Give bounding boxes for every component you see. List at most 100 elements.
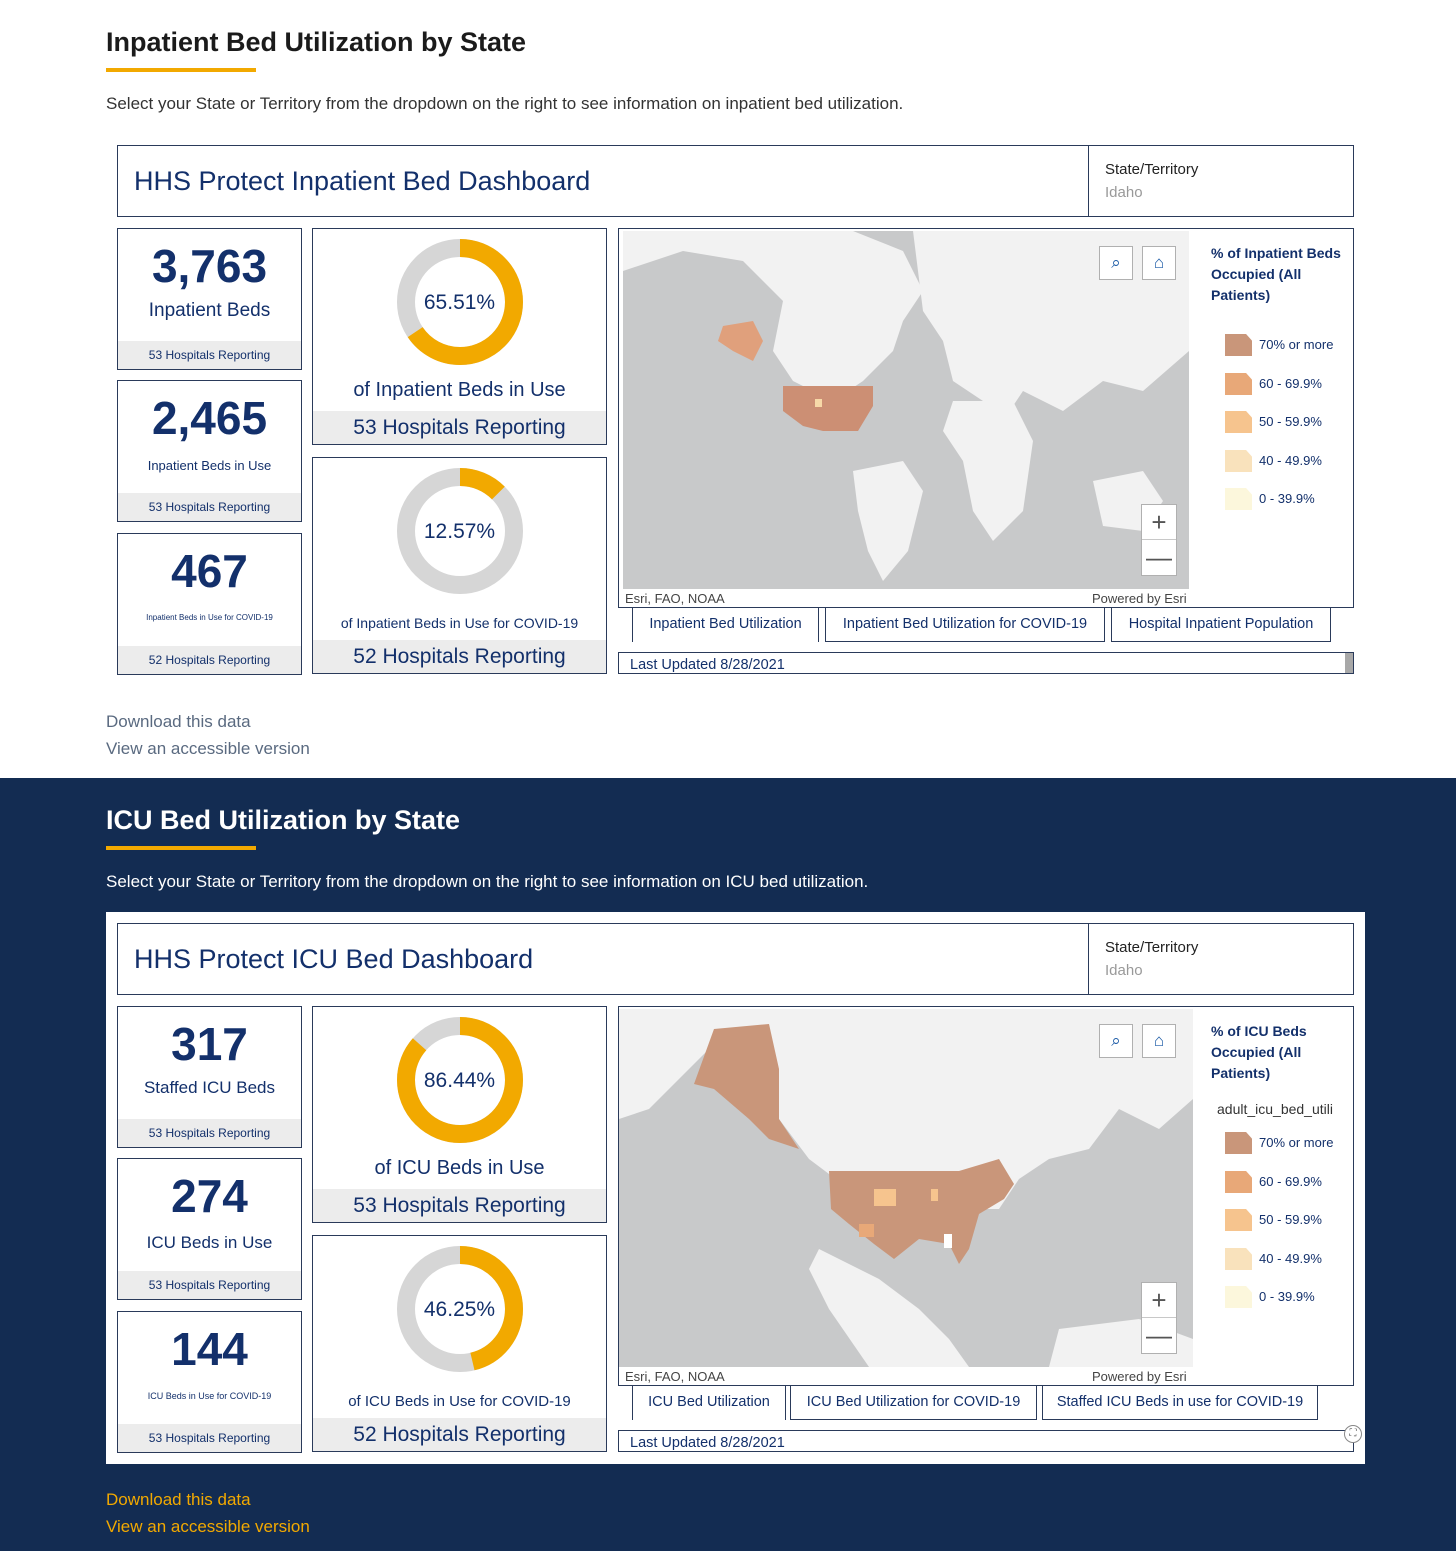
legend-label: 60 - 69.9%: [1259, 376, 1322, 391]
accessible-version-link[interactable]: View an accessible version: [106, 1517, 310, 1536]
stat-value: 467: [171, 545, 248, 597]
accessible-version-link[interactable]: View an accessible version: [106, 739, 310, 758]
donut-percent: 65.51%: [423, 291, 496, 314]
donut-label: of ICU Beds in Use for COVID-19: [348, 1393, 571, 1410]
section-intro: Select your State or Territory from the …: [106, 872, 869, 891]
legend-swatch: [1225, 373, 1252, 395]
stat-value: 144: [171, 1323, 248, 1375]
legend-swatch: [1225, 488, 1252, 510]
zoom-out-button[interactable]: —: [1146, 1320, 1172, 1350]
state-label: State/Territory: [1105, 161, 1199, 178]
donut-footer: 52 Hospitals Reporting: [313, 1418, 606, 1451]
zoom-in-button[interactable]: +: [1142, 505, 1176, 540]
stat-label: ICU Beds in Use for COVID-19: [147, 1391, 272, 1401]
scrollbar[interactable]: [1345, 653, 1353, 673]
divider: [1088, 146, 1089, 216]
legend-swatch: [1225, 450, 1252, 472]
donut-footer: 53 Hospitals Reporting: [313, 411, 606, 444]
state-dropdown[interactable]: Idaho: [1105, 184, 1143, 201]
section-title: Inpatient Bed Utilization by State: [106, 27, 527, 57]
legend-label: 70% or more: [1259, 337, 1334, 352]
legend-swatch: [1225, 1132, 1252, 1154]
dashboard-header: HHS Protect Inpatient Bed Dashboard Stat…: [117, 145, 1354, 217]
legend-label: 70% or more: [1259, 1135, 1334, 1150]
donut-footer: 52 Hospitals Reporting: [313, 640, 606, 673]
donut-percent: 12.57%: [423, 520, 496, 543]
data-links: Download this data View an accessible ve…: [106, 708, 310, 762]
icu-section: ICU Bed Utilization by State Select your…: [0, 778, 1456, 1551]
stat-value: 3,763: [151, 240, 268, 292]
dashboard-title: HHS Protect Inpatient Bed Dashboard: [134, 166, 591, 196]
map-credit: Esri, FAO, NOAA: [625, 591, 725, 606]
inpatient-section: Inpatient Bed Utilization by State Selec…: [106, 27, 1354, 762]
state-dropdown[interactable]: Idaho: [1105, 962, 1143, 979]
donut-card-beds-in-use: 65.51% of Inpatient Beds in Use 53 Hospi…: [312, 228, 607, 445]
tab-icu-covid[interactable]: ICU Bed Utilization for COVID-19: [790, 1385, 1037, 1420]
stat-footer: 53 Hospitals Reporting: [118, 1119, 301, 1147]
legend-field-name: adult_icu_bed_utili: [1217, 1101, 1333, 1117]
tab-staffed-icu-covid[interactable]: Staffed ICU Beds in use for COVID-19: [1042, 1385, 1318, 1420]
last-updated-text: Last Updated 8/28/2021: [630, 657, 785, 673]
legend-label: 40 - 49.9%: [1259, 1251, 1322, 1266]
donut-arc: [397, 1017, 523, 1143]
stat-label: Inpatient Beds: [148, 300, 271, 321]
donut-label: of Inpatient Beds in Use for COVID-19: [340, 615, 579, 631]
world-map[interactable]: [623, 231, 1189, 589]
home-icon[interactable]: ⌂: [1142, 246, 1176, 280]
stat-label: Staffed ICU Beds: [143, 1078, 276, 1097]
map-panel: ⌕ ⌂ + — Esri, FAO, NOAA Powered by Esri …: [618, 1006, 1354, 1386]
last-updated-box: Last Updated 8/28/2021: [618, 652, 1354, 674]
legend-label: 0 - 39.9%: [1259, 1289, 1315, 1304]
legend-title: % of ICU Beds Occupied (All Patients): [1211, 1023, 1307, 1081]
state-label: State/Territory: [1105, 939, 1199, 956]
donut-chart: [397, 239, 523, 365]
download-data-link[interactable]: Download this data: [106, 1490, 251, 1509]
zoom-control: + —: [1141, 504, 1177, 576]
donut-card-covid: 12.57% of Inpatient Beds in Use for COVI…: [312, 457, 607, 674]
map-basemap: [623, 231, 1189, 589]
search-icon[interactable]: ⌕: [1099, 1024, 1133, 1058]
legend-title: % of Inpatient Beds Occupied (All Patien…: [1211, 245, 1341, 303]
stat-card-icu-in-use: 274 ICU Beds in Use 53 Hospitals Reporti…: [117, 1158, 302, 1300]
zoom-in-button[interactable]: +: [1142, 1283, 1176, 1318]
stat-card-beds-in-use: 2,465 Inpatient Beds in Use 53 Hospitals…: [117, 380, 302, 522]
legend-swatch: [1225, 1286, 1252, 1308]
stat-footer: 52 Hospitals Reporting: [118, 646, 301, 674]
download-data-link[interactable]: Download this data: [106, 712, 251, 731]
donut-footer: 53 Hospitals Reporting: [313, 1189, 606, 1222]
divider: [1088, 924, 1089, 994]
legend-swatch: [1225, 1171, 1252, 1193]
legend-label: 40 - 49.9%: [1259, 453, 1322, 468]
stat-value: 274: [171, 1170, 248, 1222]
stat-value: 2,465: [151, 392, 268, 444]
home-icon[interactable]: ⌂: [1142, 1024, 1176, 1058]
donut-percent: 46.25%: [423, 1298, 496, 1321]
expand-icon[interactable]: ⛶: [1344, 1425, 1362, 1443]
data-links: Download this data View an accessible ve…: [106, 1486, 310, 1540]
donut-arc: [397, 468, 523, 594]
donut-chart: [397, 1017, 523, 1143]
tab-inpatient-covid[interactable]: Inpatient Bed Utilization for COVID-19: [825, 607, 1105, 642]
donut-label: of Inpatient Beds in Use: [353, 379, 566, 401]
stat-label: Inpatient Beds in Use for COVID-19: [146, 613, 273, 622]
legend-swatch: [1225, 1209, 1252, 1231]
legend-label: 0 - 39.9%: [1259, 491, 1315, 506]
north-america-map[interactable]: [619, 1009, 1193, 1367]
legend-swatch: [1225, 334, 1252, 356]
map-powered-by: Powered by Esri: [1092, 1369, 1187, 1384]
tab-inpatient-bed-utilization[interactable]: Inpatient Bed Utilization: [632, 607, 819, 642]
legend-label: 50 - 59.9%: [1259, 414, 1322, 429]
section-intro: Select your State or Territory from the …: [106, 94, 904, 113]
map-credit: Esri, FAO, NOAA: [625, 1369, 725, 1384]
legend-swatch: [1225, 1248, 1252, 1270]
stat-footer: 53 Hospitals Reporting: [118, 493, 301, 521]
section-title: ICU Bed Utilization by State: [106, 805, 461, 835]
zoom-out-button[interactable]: —: [1146, 542, 1172, 572]
tab-inpatient-population[interactable]: Hospital Inpatient Population: [1111, 607, 1331, 642]
tab-icu-bed-utilization[interactable]: ICU Bed Utilization: [632, 1385, 786, 1420]
search-icon[interactable]: ⌕: [1099, 246, 1133, 280]
stat-card-staffed-icu: 317 Staffed ICU Beds 53 Hospitals Report…: [117, 1006, 302, 1148]
stat-footer: 53 Hospitals Reporting: [118, 1424, 301, 1452]
zoom-control: + —: [1141, 1282, 1177, 1354]
map-panel: ⌕ ⌂ + — Esri, FAO, NOAA Powered by Esri …: [618, 228, 1354, 608]
